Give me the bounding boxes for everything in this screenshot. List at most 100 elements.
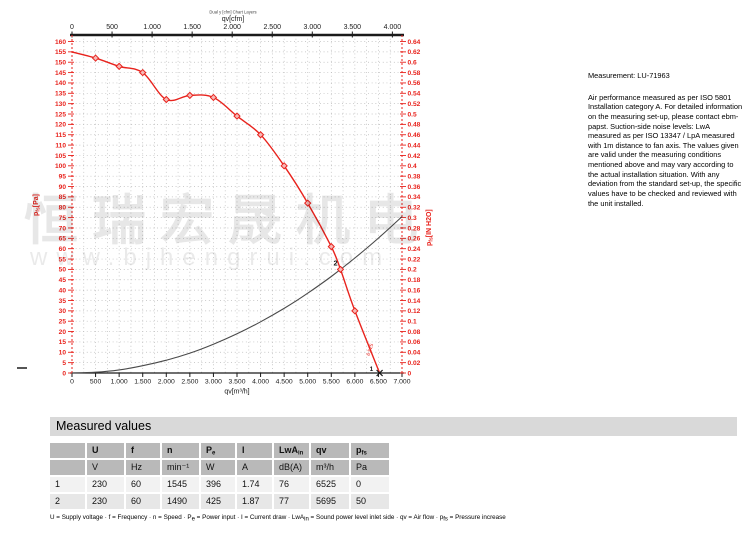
table-cell: 6525 [310,476,351,494]
svg-text:Dual y [cfm] Chart Layers: Dual y [cfm] Chart Layers [209,10,256,15]
svg-text:3.000: 3.000 [205,379,222,386]
svg-text:120: 120 [55,122,66,129]
column-unit [50,459,87,477]
column-header: f [125,443,162,460]
svg-text:3.500: 3.500 [344,24,362,31]
svg-text:0.6: 0.6 [408,60,417,67]
svg-text:0.18: 0.18 [408,277,421,284]
column-unit: m³/h [310,459,351,477]
bottom-axis-m3h: 0 500 1.000 1.500 2.000 2.500 3.000 3.500 4.000 4… [70,372,411,396]
column-header: Pe [200,443,237,460]
svg-text:30: 30 [59,308,67,315]
svg-text:0.46: 0.46 [408,132,421,139]
svg-text:0.02: 0.02 [408,360,421,367]
svg-text:4.500: 4.500 [276,379,293,386]
fan-performance-chart: 0 500 1.000 1.500 2.000 2.500 3.000 3.500 4.000 q… [0,0,470,410]
svg-text:0.56: 0.56 [408,80,421,87]
column-unit: A [236,459,274,477]
svg-text:155: 155 [55,49,66,56]
section-title: Measured values [56,419,152,433]
svg-text:2.500: 2.500 [263,24,281,31]
column-unit: Pa [350,459,391,477]
svg-text:0: 0 [408,370,412,377]
column-unit: min⁻¹ [161,459,201,477]
measurement-conditions: Air performance measured as per ISO 5801… [588,92,743,208]
svg-text:1.500: 1.500 [134,379,151,386]
legend-footnote: U = Supply voltage · f = Frequency · n =… [50,514,506,523]
svg-text:150: 150 [55,60,66,67]
svg-text:0.22: 0.22 [408,256,421,263]
svg-text:3.500: 3.500 [228,379,245,386]
column-header: n [161,443,201,460]
svg-text:125: 125 [55,111,66,118]
table-cell: 2 [50,493,87,511]
right-axis-inh2o: 0.64 0.62 0.6 0.58 0.56 0.54 0.52 0.5 0.48 0.46 0.… [400,35,435,377]
system-resistance-curve [71,216,403,374]
column-header: pfs [350,443,391,460]
page-margin-mark [17,367,27,369]
svg-text:0.36: 0.36 [408,184,421,191]
svg-text:0.24: 0.24 [408,246,421,253]
svg-text:1.000: 1.000 [143,24,161,31]
table-cell: 230 [86,493,126,511]
table-cell: 5695 [310,493,351,511]
table-cell: 1.74 [236,476,274,494]
svg-text:0.14: 0.14 [408,298,421,305]
column-header: LwAin [273,443,311,460]
svg-text:135: 135 [55,91,66,98]
svg-text:qv[m³/h]: qv[m³/h] [224,389,249,396]
svg-text:500: 500 [106,24,118,31]
column-header [50,443,87,460]
svg-text:115: 115 [55,132,66,139]
svg-text:0.12: 0.12 [408,308,421,315]
column-header: qv [310,443,351,460]
svg-text:75: 75 [59,215,67,222]
svg-text:0: 0 [62,370,66,377]
column-unit: W [200,459,237,477]
measurement-note: Measurement: LU-71963 Air performance me… [588,71,744,208]
chart-canvas: 0 500 1.000 1.500 2.000 2.500 3.000 3.500 4.000q… [33,10,435,396]
svg-text:0.42: 0.42 [408,153,421,160]
svg-text:90: 90 [59,184,67,191]
svg-text:0.08: 0.08 [408,329,421,336]
svg-text:0.38: 0.38 [408,173,421,180]
grid [72,35,402,373]
svg-text:1: 1 [370,366,374,373]
svg-text:0.64: 0.64 [408,39,421,46]
svg-text:0.1: 0.1 [408,319,417,326]
svg-text:4.000: 4.000 [252,379,269,386]
svg-text:pfs[Pa]: pfs[Pa] [33,194,42,216]
svg-text:0.26: 0.26 [408,236,421,243]
svg-text:55: 55 [59,256,67,263]
svg-text:5.000: 5.000 [299,379,316,386]
svg-text:105: 105 [55,153,66,160]
svg-text:145: 145 [55,70,66,77]
svg-text:20: 20 [59,329,67,336]
table-cell: 1 [50,476,87,494]
curve-markers [91,54,359,315]
svg-text:0.52: 0.52 [408,101,421,108]
svg-text:80: 80 [59,205,67,212]
svg-text:0.4: 0.4 [408,163,417,170]
svg-text:pfs[IN H2O]: pfs[IN H2O] [426,209,435,246]
svg-text:0.34: 0.34 [408,194,421,201]
svg-text:2: 2 [333,258,337,267]
operating-points: 2 1 6.525 [333,258,384,377]
svg-text:140: 140 [55,80,66,87]
svg-text:0.04: 0.04 [408,350,421,357]
column-unit: dB(A) [273,459,311,477]
svg-text:0.16: 0.16 [408,287,421,294]
svg-text:160: 160 [55,39,66,46]
svg-text:10: 10 [59,350,67,357]
svg-text:6.000: 6.000 [346,379,363,386]
svg-text:95: 95 [59,173,67,180]
column-unit: Hz [125,459,162,477]
table-cell: 76 [273,476,311,494]
table-row: 2 230 60 1490 425 1.87 77 5695 50 [50,493,391,511]
top-axis-cfm: 0 500 1.000 1.500 2.000 2.500 3.000 3.500 4.000 q… [70,10,404,38]
svg-text:0.32: 0.32 [408,205,421,212]
svg-text:45: 45 [59,277,67,284]
svg-text:7.000: 7.000 [393,379,410,386]
